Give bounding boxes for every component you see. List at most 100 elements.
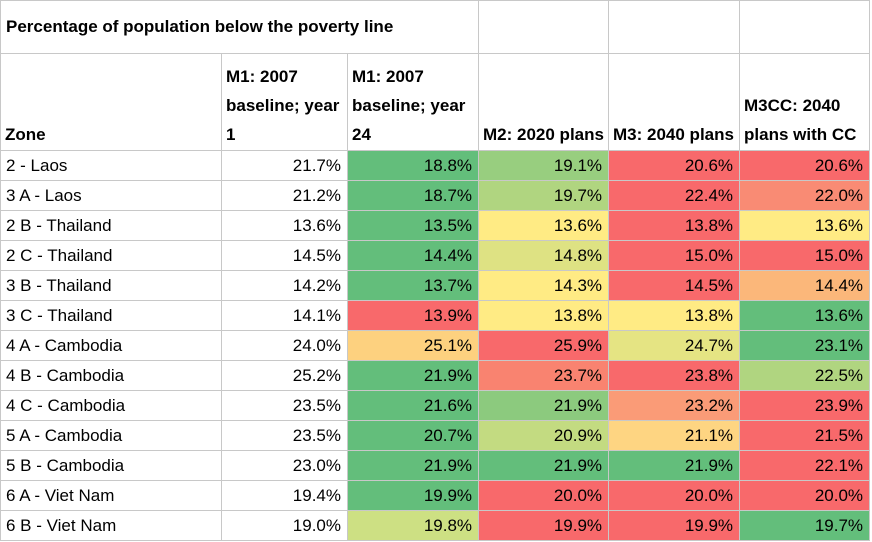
header-m2-2020[interactable]: M2: 2020 plans <box>478 53 610 151</box>
value-m1-year24-cell[interactable]: 18.8% <box>346 150 480 181</box>
value-m2-2020-cell[interactable]: 20.9% <box>478 420 610 451</box>
zone-cell[interactable]: 3 B - Thailand <box>0 270 222 301</box>
value-m3-2040-cell[interactable]: 14.5% <box>608 270 741 301</box>
value-m3-2040-cell[interactable]: 21.1% <box>608 420 741 451</box>
zone-cell[interactable]: 2 B - Thailand <box>0 210 222 241</box>
value-m2-2020-cell[interactable]: 14.3% <box>478 270 610 301</box>
value-m2-2020-cell[interactable]: 25.9% <box>478 330 610 361</box>
value-m2-2020-cell[interactable]: 23.7% <box>478 360 610 391</box>
value-m3cc-2040-cell[interactable]: 14.4% <box>739 270 871 301</box>
zone-cell[interactable]: 3 C - Thailand <box>0 300 222 331</box>
value-m3cc-2040-cell[interactable]: 13.6% <box>739 210 871 241</box>
value-m1-year1-cell[interactable]: 19.0% <box>221 510 348 541</box>
table-row: 4 A - Cambodia 24.0% 25.1% 25.9% 24.7% 23.1% <box>0 330 871 361</box>
zone-cell[interactable]: 6 B - Viet Nam <box>0 510 222 541</box>
value-m3-2040-cell[interactable]: 20.6% <box>608 150 741 181</box>
value-m1-year1-cell[interactable]: 23.5% <box>221 420 348 451</box>
header-m3-2040[interactable]: M3: 2040 plans <box>608 53 741 151</box>
zone-cell[interactable]: 2 - Laos <box>0 150 222 181</box>
zone-cell[interactable]: 2 C - Thailand <box>0 240 222 271</box>
value-m2-2020-cell[interactable]: 20.0% <box>478 480 610 511</box>
value-m1-year24-cell[interactable]: 13.5% <box>346 210 480 241</box>
value-m1-year24-cell[interactable]: 21.9% <box>346 360 480 391</box>
value-m1-year24-cell[interactable]: 13.7% <box>346 270 480 301</box>
value-m1-year1-cell[interactable]: 21.2% <box>221 180 348 211</box>
value-m1-year1-cell[interactable]: 13.6% <box>221 210 348 241</box>
header-m3cc-2040[interactable]: M3CC: 2040 plans with CC <box>739 53 871 151</box>
title-row: Percentage of population below the pover… <box>0 0 871 54</box>
empty-cell[interactable] <box>608 0 741 54</box>
value-m3cc-2040-cell[interactable]: 22.1% <box>739 450 871 481</box>
value-m2-2020-cell[interactable]: 19.7% <box>478 180 610 211</box>
value-m3cc-2040-cell[interactable]: 20.0% <box>739 480 871 511</box>
table-row: 2 B - Thailand 13.6% 13.5% 13.6% 13.8% 13.6% <box>0 210 871 241</box>
value-m2-2020-cell[interactable]: 14.8% <box>478 240 610 271</box>
value-m3cc-2040-cell[interactable]: 22.0% <box>739 180 871 211</box>
value-m3cc-2040-cell[interactable]: 22.5% <box>739 360 871 391</box>
value-m1-year24-cell[interactable]: 18.7% <box>346 180 480 211</box>
table-row: 5 A - Cambodia 23.5% 20.7% 20.9% 21.1% 21.5% <box>0 420 871 451</box>
header-m1-year24[interactable]: M1: 2007 baseline; year 24 <box>346 53 480 151</box>
value-m2-2020-cell[interactable]: 19.1% <box>478 150 610 181</box>
table-row: 6 B - Viet Nam 19.0% 19.8% 19.9% 19.9% 19.7% <box>0 510 871 541</box>
value-m3-2040-cell[interactable]: 13.8% <box>608 300 741 331</box>
value-m3-2040-cell[interactable]: 15.0% <box>608 240 741 271</box>
value-m1-year1-cell[interactable]: 19.4% <box>221 480 348 511</box>
table-row: 6 A - Viet Nam 19.4% 19.9% 20.0% 20.0% 20.0% <box>0 480 871 511</box>
value-m1-year1-cell[interactable]: 14.1% <box>221 300 348 331</box>
value-m3-2040-cell[interactable]: 20.0% <box>608 480 741 511</box>
value-m3-2040-cell[interactable]: 23.2% <box>608 390 741 421</box>
zone-cell[interactable]: 5 A - Cambodia <box>0 420 222 451</box>
table-row: 4 B - Cambodia 25.2% 21.9% 23.7% 23.8% 22.5% <box>0 360 871 391</box>
value-m3cc-2040-cell[interactable]: 23.1% <box>739 330 871 361</box>
value-m1-year24-cell[interactable]: 14.4% <box>346 240 480 271</box>
value-m1-year1-cell[interactable]: 21.7% <box>221 150 348 181</box>
header-zone[interactable]: Zone <box>0 53 222 151</box>
value-m2-2020-cell[interactable]: 13.6% <box>478 210 610 241</box>
value-m2-2020-cell[interactable]: 21.9% <box>478 450 610 481</box>
header-m1-year1[interactable]: M1: 2007 baseline; year 1 <box>221 53 348 151</box>
value-m3-2040-cell[interactable]: 22.4% <box>608 180 741 211</box>
table-row: 3 A - Laos 21.2% 18.7% 19.7% 22.4% 22.0% <box>0 180 871 211</box>
zone-cell[interactable]: 3 A - Laos <box>0 180 222 211</box>
value-m1-year1-cell[interactable]: 14.5% <box>221 240 348 271</box>
table-row: 2 C - Thailand 14.5% 14.4% 14.8% 15.0% 15.0% <box>0 240 871 271</box>
empty-cell[interactable] <box>739 0 871 54</box>
zone-cell[interactable]: 5 B - Cambodia <box>0 450 222 481</box>
value-m3cc-2040-cell[interactable]: 23.9% <box>739 390 871 421</box>
value-m3cc-2040-cell[interactable]: 20.6% <box>739 150 871 181</box>
value-m3cc-2040-cell[interactable]: 15.0% <box>739 240 871 271</box>
value-m1-year24-cell[interactable]: 13.9% <box>346 300 480 331</box>
zone-cell[interactable]: 6 A - Viet Nam <box>0 480 222 511</box>
empty-cell[interactable] <box>478 0 610 54</box>
value-m3cc-2040-cell[interactable]: 19.7% <box>739 510 871 541</box>
value-m1-year24-cell[interactable]: 19.9% <box>346 480 480 511</box>
value-m1-year1-cell[interactable]: 23.0% <box>221 450 348 481</box>
value-m1-year24-cell[interactable]: 21.9% <box>346 450 480 481</box>
value-m1-year1-cell[interactable]: 24.0% <box>221 330 348 361</box>
zone-cell[interactable]: 4 B - Cambodia <box>0 360 222 391</box>
value-m1-year24-cell[interactable]: 20.7% <box>346 420 480 451</box>
table-title[interactable]: Percentage of population below the pover… <box>0 0 479 54</box>
value-m2-2020-cell[interactable]: 13.8% <box>478 300 610 331</box>
table-row: 2 - Laos 21.7% 18.8% 19.1% 20.6% 20.6% <box>0 150 871 181</box>
zone-cell[interactable]: 4 A - Cambodia <box>0 330 222 361</box>
value-m1-year24-cell[interactable]: 19.8% <box>346 510 480 541</box>
value-m1-year24-cell[interactable]: 21.6% <box>346 390 480 421</box>
zone-cell[interactable]: 4 C - Cambodia <box>0 390 222 421</box>
value-m3-2040-cell[interactable]: 24.7% <box>608 330 741 361</box>
value-m2-2020-cell[interactable]: 21.9% <box>478 390 610 421</box>
value-m3-2040-cell[interactable]: 19.9% <box>608 510 741 541</box>
value-m2-2020-cell[interactable]: 19.9% <box>478 510 610 541</box>
value-m3-2040-cell[interactable]: 13.8% <box>608 210 741 241</box>
value-m3-2040-cell[interactable]: 21.9% <box>608 450 741 481</box>
value-m3-2040-cell[interactable]: 23.8% <box>608 360 741 391</box>
value-m3cc-2040-cell[interactable]: 21.5% <box>739 420 871 451</box>
value-m1-year1-cell[interactable]: 14.2% <box>221 270 348 301</box>
value-m3cc-2040-cell[interactable]: 13.6% <box>739 300 871 331</box>
value-m1-year1-cell[interactable]: 23.5% <box>221 390 348 421</box>
header-row: Zone M1: 2007 baseline; year 1 M1: 2007 … <box>0 53 871 151</box>
value-m1-year24-cell[interactable]: 25.1% <box>346 330 480 361</box>
value-m1-year1-cell[interactable]: 25.2% <box>221 360 348 391</box>
